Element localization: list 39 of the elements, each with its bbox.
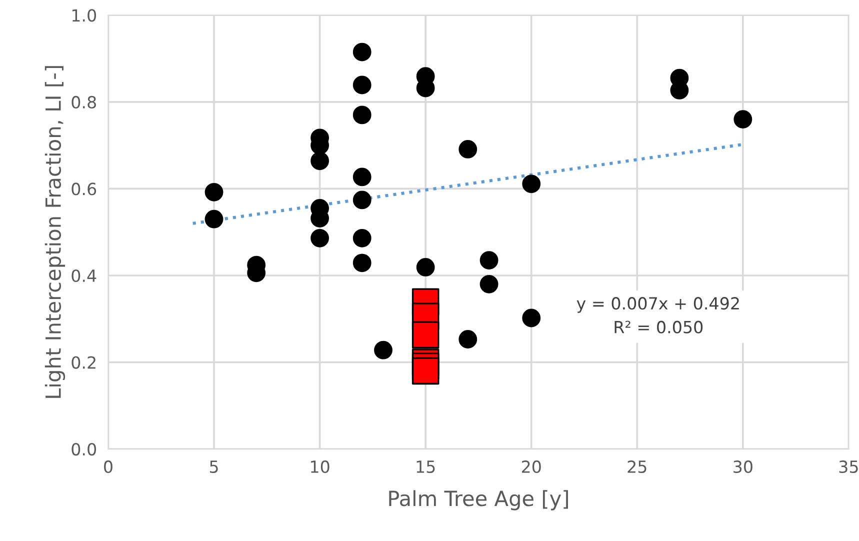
point bbox=[522, 174, 541, 194]
annotation: y = 0.007x + 0.492 R² = 0.050 bbox=[576, 297, 739, 334]
point bbox=[204, 210, 224, 228]
x-tick-label: 35 bbox=[839, 460, 858, 474]
point bbox=[352, 168, 372, 186]
point bbox=[522, 308, 541, 328]
y-tick-label: 0.4 bbox=[72, 269, 96, 282]
point bbox=[734, 110, 752, 128]
x-tick-label: 15 bbox=[416, 460, 435, 474]
y-tick-label: 0.8 bbox=[72, 96, 96, 108]
point bbox=[310, 228, 329, 248]
x-tick-label: 5 bbox=[210, 460, 218, 474]
x-tick-label: 25 bbox=[628, 460, 646, 474]
point bbox=[412, 321, 440, 349]
point bbox=[352, 76, 372, 94]
x-tick-label: 0 bbox=[104, 460, 112, 474]
point bbox=[480, 274, 498, 294]
x-tick-label: 20 bbox=[522, 460, 541, 474]
point bbox=[412, 357, 440, 385]
point bbox=[352, 42, 372, 62]
point bbox=[480, 251, 498, 270]
point bbox=[374, 340, 392, 360]
y-tick-label: 0.6 bbox=[72, 182, 96, 196]
y-tick-label: 0.0 bbox=[72, 442, 96, 456]
x-axis-title: Palm Tree Age [y] bbox=[389, 490, 568, 510]
point bbox=[458, 330, 478, 348]
point bbox=[352, 190, 372, 210]
point bbox=[310, 152, 329, 170]
point bbox=[458, 140, 478, 158]
point bbox=[352, 254, 372, 272]
point bbox=[204, 182, 224, 202]
x-tick-label: 30 bbox=[734, 460, 752, 474]
y-axis-title: Light Interception Fraction, LI [-] bbox=[44, 66, 66, 398]
y-tick-label: 0.2 bbox=[72, 356, 96, 369]
point bbox=[416, 258, 435, 276]
y-tick-label: 1.0 bbox=[72, 9, 96, 22]
point bbox=[352, 228, 372, 248]
point bbox=[352, 106, 372, 124]
x-tick-label: 10 bbox=[311, 460, 330, 474]
